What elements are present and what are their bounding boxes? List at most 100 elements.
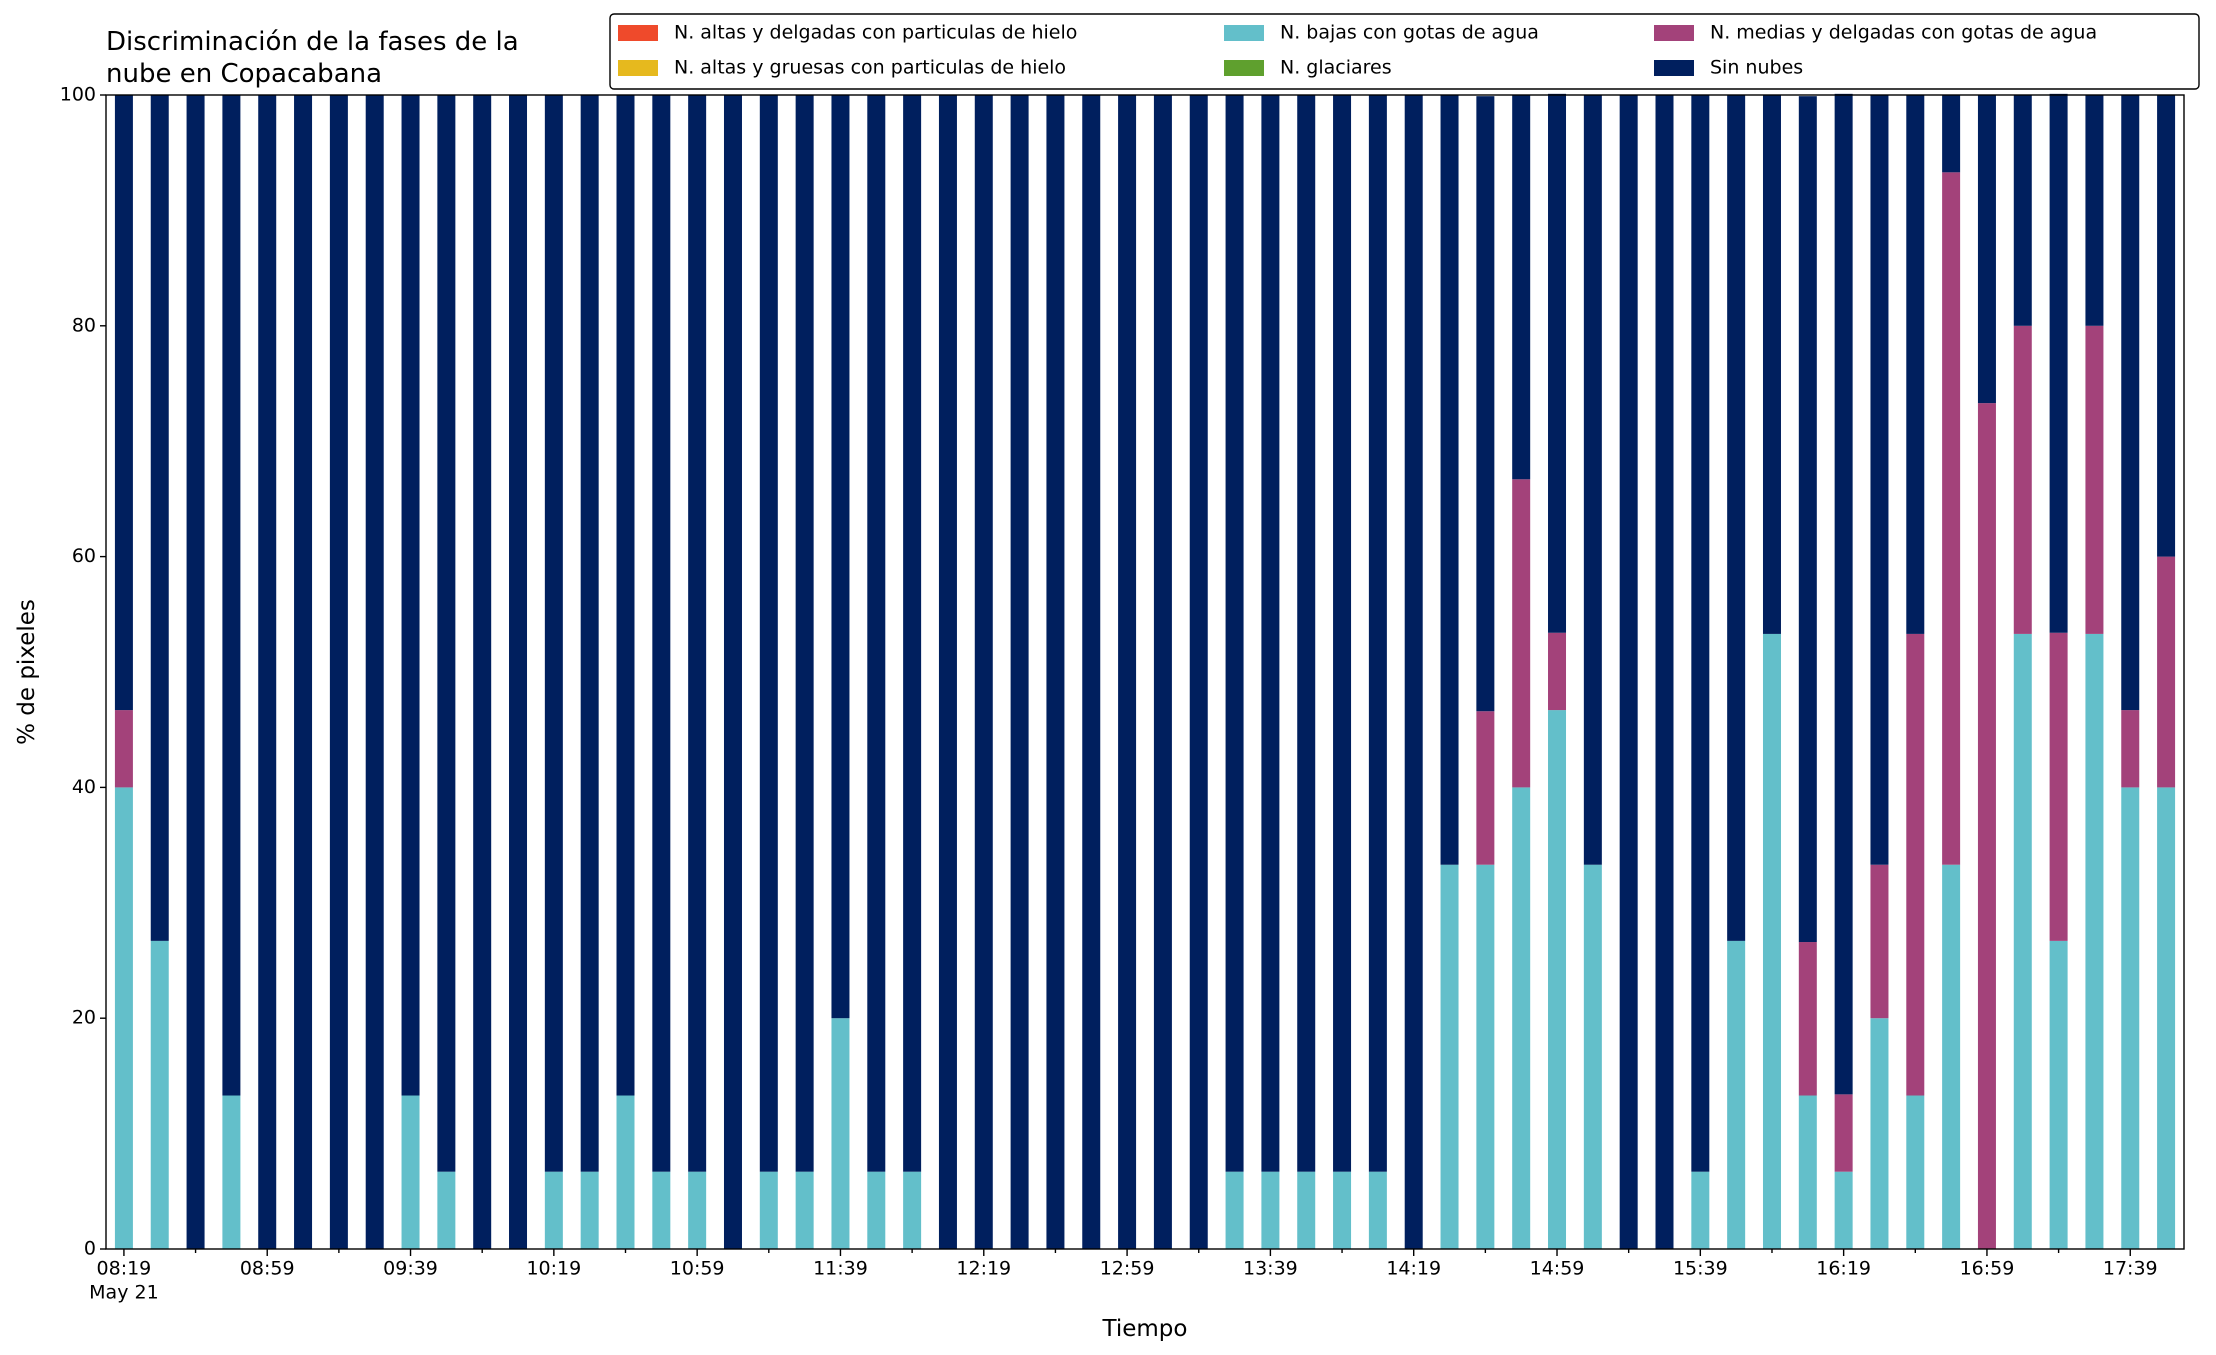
bar-segment — [795, 95, 814, 1172]
bar-segment — [1762, 95, 1781, 634]
bar-segment — [1404, 95, 1423, 1249]
bar-segment — [1297, 95, 1316, 1172]
bar-segment — [2049, 632, 2068, 941]
bar-segment — [831, 1018, 850, 1249]
bar-segment — [2013, 325, 2032, 634]
bar-segment — [1189, 95, 1208, 1249]
bar-segment — [1440, 864, 1459, 1249]
bar-segment — [616, 1095, 635, 1249]
bar-segment — [1762, 633, 1781, 1249]
chart-title: nube en Copacabana — [106, 59, 382, 89]
bar-segment — [652, 1171, 671, 1249]
bar-segment — [1261, 95, 1280, 1172]
bar-segment — [2049, 93, 2068, 633]
bar-segment — [1440, 95, 1459, 865]
bar-segment — [867, 95, 886, 1172]
legend-label: N. glaciares — [1280, 57, 1392, 79]
legend-swatch — [618, 60, 658, 76]
bar-segment — [329, 95, 348, 1249]
bar-segment — [186, 95, 205, 1249]
bar-segment — [365, 95, 384, 1249]
bar-segment — [1225, 95, 1244, 1172]
y-tick-label: 20 — [72, 1007, 96, 1029]
bar-segment — [258, 95, 277, 1249]
bar-segment — [759, 95, 778, 1172]
bar-segment — [1261, 1171, 1280, 1249]
y-tick-label: 60 — [72, 545, 96, 567]
bar-segment — [1548, 93, 1567, 633]
bar-segment — [2013, 633, 2032, 1249]
bar-segment — [1727, 940, 1746, 1249]
bar-segment — [1798, 1095, 1817, 1249]
bar-segment — [401, 1095, 420, 1249]
bar-segment — [1834, 1171, 1853, 1249]
x-tick-label: 15:39 — [1673, 1258, 1728, 1280]
legend-label: N. medias y delgadas con gotas de agua — [1710, 22, 2097, 44]
x-date-label: May 21 — [89, 1282, 159, 1304]
legend-swatch — [1654, 25, 1694, 41]
x-tick-label: 12:19 — [956, 1258, 1011, 1280]
x-axis-label: Tiempo — [1102, 1316, 1188, 1342]
y-tick-label: 80 — [72, 314, 96, 336]
bar-segment — [150, 95, 169, 941]
bar-segment — [401, 95, 420, 1096]
bar-segment — [938, 95, 957, 1249]
x-tick-label: 17:39 — [2103, 1258, 2158, 1280]
bar-segment — [1297, 1171, 1316, 1249]
legend-label: Sin nubes — [1710, 57, 1803, 79]
bar-segment — [1153, 95, 1172, 1249]
bar-segment — [1368, 95, 1387, 1172]
bar-segment — [1942, 864, 1961, 1249]
bar-segment — [1834, 93, 1853, 1095]
x-tick-label: 10:19 — [526, 1258, 581, 1280]
bar-segment — [1691, 1171, 1710, 1249]
bar-segment — [114, 95, 133, 711]
bar-segment — [903, 1171, 922, 1249]
bar-segment — [2085, 95, 2104, 326]
legend-swatch — [1224, 25, 1264, 41]
bar-segment — [688, 95, 707, 1172]
bar-segment — [1476, 96, 1495, 712]
bar-segment — [473, 95, 492, 1249]
bar-segment — [616, 95, 635, 1096]
chart-title: Discriminación de la fases de la — [106, 27, 519, 57]
bar-segment — [1977, 95, 1996, 404]
bar-segment — [1082, 95, 1101, 1249]
bar-segment — [974, 95, 993, 1249]
y-tick-label: 0 — [84, 1238, 96, 1260]
bar-segment — [1906, 633, 1925, 1096]
bar-segment — [150, 940, 169, 1249]
bar-segment — [580, 1171, 599, 1249]
bar-segment — [1942, 95, 1961, 173]
bar-segment — [759, 1171, 778, 1249]
bar-segment — [1977, 403, 1996, 1249]
bar-segment — [688, 1171, 707, 1249]
legend-label: N. altas y delgadas con particulas de hi… — [674, 22, 1077, 44]
bar-segment — [1333, 95, 1352, 1172]
x-tick-label: 08:59 — [240, 1258, 295, 1280]
bar-segment — [2013, 95, 2032, 326]
bar-segment — [1118, 95, 1137, 1249]
bar-segment — [831, 95, 850, 1019]
legend-swatch — [618, 25, 658, 41]
bar-segment — [1727, 95, 1746, 941]
legend-swatch — [1654, 60, 1694, 76]
x-tick-label: 09:39 — [383, 1258, 438, 1280]
x-tick-label: 14:19 — [1386, 1258, 1441, 1280]
bar-segment — [1512, 95, 1531, 480]
bar-segment — [509, 95, 528, 1249]
bar-segment — [1906, 1095, 1925, 1249]
bar-segment — [2157, 95, 2176, 557]
bar-segment — [2157, 787, 2176, 1249]
bar-segment — [1512, 479, 1531, 788]
bar-segment — [1512, 787, 1531, 1249]
bar-segment — [1548, 710, 1567, 1249]
bar-segment — [437, 1171, 456, 1249]
bar-segment — [795, 1171, 814, 1249]
bar-segment — [2121, 710, 2140, 788]
bar-segment — [1870, 95, 1889, 865]
bar-segment — [1942, 172, 1961, 865]
bar-segment — [2121, 787, 2140, 1249]
bar-segment — [1655, 95, 1674, 1249]
